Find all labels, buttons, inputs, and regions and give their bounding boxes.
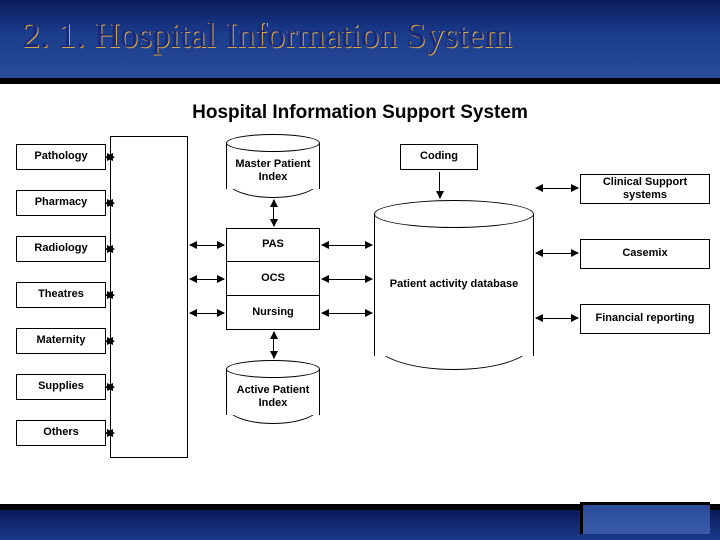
node-coding: Coding [400,144,478,170]
node-supplies: Supplies [16,374,106,400]
node-maternity: Maternity [16,328,106,354]
arrow [322,245,372,246]
arrow [190,313,224,314]
arrow [106,387,114,388]
diagram-title: Hospital Information Support System [0,102,720,124]
node-ocs: OCS [226,262,320,296]
cylinder-master-patient-index: Master Patient Index [226,134,320,198]
arrow [106,249,114,250]
node-others: Others [16,420,106,446]
arrow [106,341,114,342]
slide-title: 2. 1. Hospital Information System [22,14,512,56]
node-clinical-support: Clinical Support systems [580,174,710,204]
arrow [439,172,440,198]
node-pas: PAS [226,228,320,262]
arrow [322,313,372,314]
cylinder-patient-activity-db: Patient activity database [374,200,534,370]
node-casemix: Casemix [580,239,710,269]
arrow [536,188,578,189]
arrow [273,200,274,226]
arrow [106,295,114,296]
arrow [190,279,224,280]
arrow [536,253,578,254]
arrow [106,203,114,204]
diagram: Hospital Information Support System Path… [0,84,720,514]
node-nursing: Nursing [226,296,320,330]
arrow [536,318,578,319]
enclosure-left [110,136,188,458]
arrow [322,279,372,280]
arrow [106,157,114,158]
cylinder-active-patient-index: Active Patient Index [226,360,320,424]
arrow [273,332,274,358]
node-pharmacy: Pharmacy [16,190,106,216]
arrow [190,245,224,246]
node-financial: Financial reporting [580,304,710,334]
arrow [106,433,114,434]
corner-decor [580,502,710,534]
node-theatres: Theatres [16,282,106,308]
node-pathology: Pathology [16,144,106,170]
node-radiology: Radiology [16,236,106,262]
